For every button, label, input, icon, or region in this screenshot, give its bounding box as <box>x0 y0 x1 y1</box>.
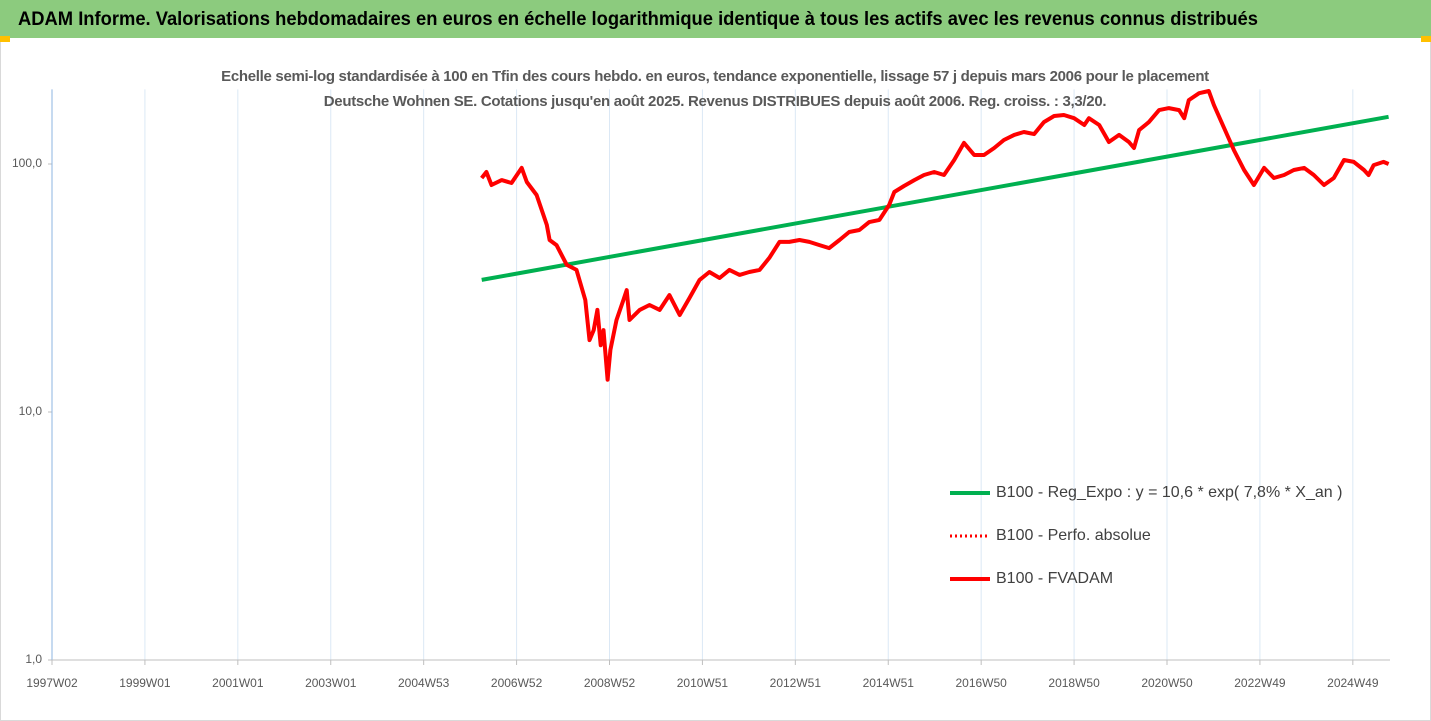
legend-label: B100 - FVADAM <box>996 570 1113 587</box>
x-tick-label: 2018W50 <box>1048 676 1100 690</box>
x-tick-label: 2014W51 <box>863 676 915 690</box>
title-bar <box>0 0 1431 38</box>
x-tick-label: 2004W53 <box>398 676 450 690</box>
x-tick-label: 2022W49 <box>1234 676 1286 690</box>
corner-mark <box>0 36 10 42</box>
x-tick-label: 2012W51 <box>770 676 822 690</box>
y-tick-label: 10,0 <box>19 404 43 418</box>
x-tick-label: 1997W02 <box>26 676 78 690</box>
x-tick-label: 2024W49 <box>1327 676 1379 690</box>
x-tick-label: 2006W52 <box>491 676 543 690</box>
corner-mark <box>1421 36 1431 42</box>
x-tick-label: 2001W01 <box>212 676 264 690</box>
chart-subtitle: Echelle semi-log standardisée à 100 en T… <box>221 68 1209 110</box>
x-tick-label: 2008W52 <box>584 676 636 690</box>
legend-label: B100 - Perfo. absolue <box>996 527 1151 544</box>
y-tick-label: 100,0 <box>12 156 42 170</box>
y-tick-label: 1,0 <box>25 652 42 666</box>
chart-title: ADAM Informe. Valorisations hebdomadaire… <box>18 9 1258 30</box>
x-tick-label: 1999W01 <box>119 676 171 690</box>
x-tick-label: 2016W50 <box>955 676 1007 690</box>
x-tick-label: 2003W01 <box>305 676 357 690</box>
series-line <box>481 114 1389 282</box>
legend-label: B100 - Reg_Expo : y = 10,6 * exp( 7,8% *… <box>996 484 1342 501</box>
series-line <box>480 89 1390 382</box>
x-tick-label: 2010W51 <box>677 676 729 690</box>
x-tick-label: 2020W50 <box>1141 676 1193 690</box>
